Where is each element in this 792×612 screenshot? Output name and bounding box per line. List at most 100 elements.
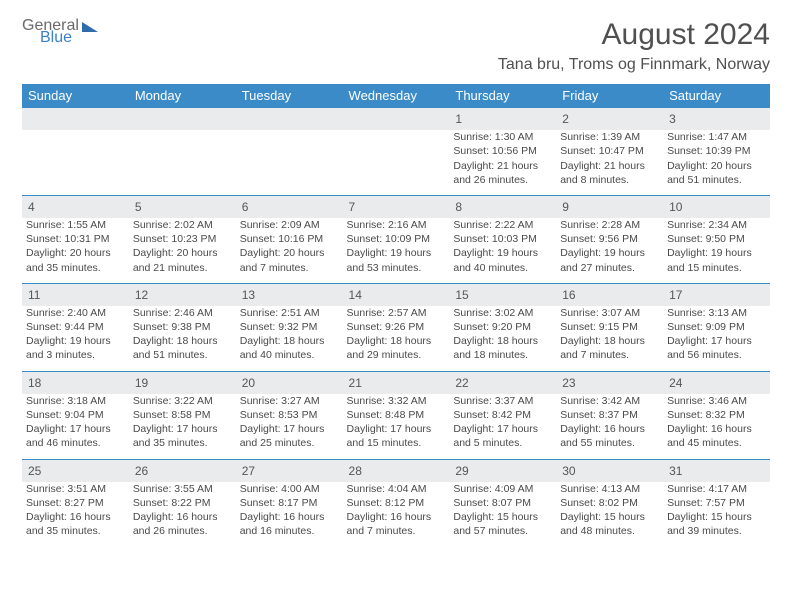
- day-cell: Sunrise: 3:02 AMSunset: 9:20 PMDaylight:…: [449, 306, 556, 371]
- day-cell: Sunrise: 2:16 AMSunset: 10:09 PMDaylight…: [343, 218, 450, 283]
- day-number: 12: [129, 283, 236, 306]
- day-number: 5: [129, 195, 236, 218]
- column-header: Wednesday: [343, 84, 450, 108]
- day-number: 4: [22, 195, 129, 218]
- day-detail-line: Sunset: 8:12 PM: [347, 496, 446, 510]
- day-detail-row: Sunrise: 1:30 AMSunset: 10:56 PMDaylight…: [22, 130, 770, 195]
- day-detail-line: Daylight: 16 hours: [240, 510, 339, 524]
- day-detail-line: and 35 minutes.: [133, 436, 232, 450]
- day-detail-line: and 46 minutes.: [26, 436, 125, 450]
- day-number-row: 18192021222324: [22, 371, 770, 394]
- day-detail-row: Sunrise: 3:51 AMSunset: 8:27 PMDaylight:…: [22, 482, 770, 547]
- day-detail-line: Sunset: 8:53 PM: [240, 408, 339, 422]
- day-detail-line: Daylight: 17 hours: [26, 422, 125, 436]
- day-detail-line: Sunrise: 3:22 AM: [133, 394, 232, 408]
- day-cell: Sunrise: 4:13 AMSunset: 8:02 PMDaylight:…: [556, 482, 663, 547]
- day-number: 23: [556, 371, 663, 394]
- day-cell: Sunrise: 4:00 AMSunset: 8:17 PMDaylight:…: [236, 482, 343, 547]
- day-cell: [236, 130, 343, 195]
- title-block: August 2024 Tana bru, Troms og Finnmark,…: [498, 18, 770, 74]
- day-detail-line: Daylight: 19 hours: [560, 246, 659, 260]
- day-detail-line: Daylight: 19 hours: [453, 246, 552, 260]
- day-number: 8: [449, 195, 556, 218]
- day-cell: Sunrise: 2:02 AMSunset: 10:23 PMDaylight…: [129, 218, 236, 283]
- day-detail-line: Sunrise: 2:02 AM: [133, 218, 232, 232]
- day-detail-line: Daylight: 19 hours: [667, 246, 766, 260]
- day-detail-line: Sunrise: 3:46 AM: [667, 394, 766, 408]
- day-detail-line: Sunrise: 1:30 AM: [453, 130, 552, 144]
- day-number-row: 45678910: [22, 195, 770, 218]
- day-detail-line: Sunrise: 4:04 AM: [347, 482, 446, 496]
- day-number: 6: [236, 195, 343, 218]
- day-detail-line: Sunset: 10:09 PM: [347, 232, 446, 246]
- column-header: Friday: [556, 84, 663, 108]
- day-detail-line: and 51 minutes.: [133, 348, 232, 362]
- day-number: 25: [22, 459, 129, 482]
- day-number: 20: [236, 371, 343, 394]
- day-cell: Sunrise: 3:13 AMSunset: 9:09 PMDaylight:…: [663, 306, 770, 371]
- day-cell: Sunrise: 4:04 AMSunset: 8:12 PMDaylight:…: [343, 482, 450, 547]
- day-cell: Sunrise: 3:18 AMSunset: 9:04 PMDaylight:…: [22, 394, 129, 459]
- day-cell: Sunrise: 1:30 AMSunset: 10:56 PMDaylight…: [449, 130, 556, 195]
- day-detail-line: Sunset: 10:47 PM: [560, 144, 659, 158]
- day-number: 15: [449, 283, 556, 306]
- day-detail-row: Sunrise: 3:18 AMSunset: 9:04 PMDaylight:…: [22, 394, 770, 459]
- day-detail-line: Sunset: 9:15 PM: [560, 320, 659, 334]
- day-detail-line: Sunrise: 3:18 AM: [26, 394, 125, 408]
- day-detail-line: and 15 minutes.: [667, 261, 766, 275]
- day-detail-line: Daylight: 18 hours: [347, 334, 446, 348]
- day-number: 18: [22, 371, 129, 394]
- header: General Blue August 2024 Tana bru, Troms…: [22, 18, 770, 74]
- day-detail-line: Sunrise: 3:32 AM: [347, 394, 446, 408]
- day-detail-line: and 7 minutes.: [560, 348, 659, 362]
- day-detail-line: Daylight: 18 hours: [560, 334, 659, 348]
- page-subtitle: Tana bru, Troms og Finnmark, Norway: [498, 56, 770, 74]
- day-detail-line: Sunrise: 4:09 AM: [453, 482, 552, 496]
- day-number: 3: [663, 108, 770, 131]
- day-detail-line: Sunset: 8:32 PM: [667, 408, 766, 422]
- day-detail-line: and 57 minutes.: [453, 524, 552, 538]
- day-detail-line: Daylight: 20 hours: [240, 246, 339, 260]
- day-detail-line: Daylight: 15 hours: [560, 510, 659, 524]
- day-detail-line: Sunrise: 3:42 AM: [560, 394, 659, 408]
- logo: General Blue: [22, 18, 98, 46]
- day-detail-line: Sunrise: 2:57 AM: [347, 306, 446, 320]
- day-detail-line: Daylight: 17 hours: [240, 422, 339, 436]
- day-detail-line: Sunset: 10:31 PM: [26, 232, 125, 246]
- day-detail-line: Sunrise: 2:46 AM: [133, 306, 232, 320]
- day-detail-row: Sunrise: 2:40 AMSunset: 9:44 PMDaylight:…: [22, 306, 770, 371]
- day-number: [343, 108, 450, 131]
- day-detail-line: Daylight: 15 hours: [453, 510, 552, 524]
- day-detail-line: Daylight: 18 hours: [133, 334, 232, 348]
- day-detail-line: Daylight: 18 hours: [240, 334, 339, 348]
- day-detail-line: and 7 minutes.: [347, 524, 446, 538]
- day-cell: Sunrise: 1:39 AMSunset: 10:47 PMDaylight…: [556, 130, 663, 195]
- day-detail-line: and 39 minutes.: [667, 524, 766, 538]
- day-detail-line: and 29 minutes.: [347, 348, 446, 362]
- day-detail-line: Sunset: 9:32 PM: [240, 320, 339, 334]
- day-detail-line: Sunrise: 3:13 AM: [667, 306, 766, 320]
- day-detail-line: Sunset: 9:26 PM: [347, 320, 446, 334]
- column-header: Tuesday: [236, 84, 343, 108]
- day-cell: Sunrise: 3:37 AMSunset: 8:42 PMDaylight:…: [449, 394, 556, 459]
- day-detail-line: Sunset: 8:22 PM: [133, 496, 232, 510]
- day-number: 13: [236, 283, 343, 306]
- day-cell: Sunrise: 2:57 AMSunset: 9:26 PMDaylight:…: [343, 306, 450, 371]
- day-detail-line: Sunset: 10:16 PM: [240, 232, 339, 246]
- day-detail-line: and 21 minutes.: [133, 261, 232, 275]
- day-detail-line: Sunrise: 2:51 AM: [240, 306, 339, 320]
- day-number-row: 123: [22, 108, 770, 131]
- day-number-row: 11121314151617: [22, 283, 770, 306]
- column-header: Sunday: [22, 84, 129, 108]
- day-detail-line: Sunrise: 4:17 AM: [667, 482, 766, 496]
- day-detail-line: Sunrise: 3:51 AM: [26, 482, 125, 496]
- day-detail-line: and 3 minutes.: [26, 348, 125, 362]
- day-detail-line: Sunset: 9:04 PM: [26, 408, 125, 422]
- day-cell: Sunrise: 3:42 AMSunset: 8:37 PMDaylight:…: [556, 394, 663, 459]
- day-cell: Sunrise: 2:46 AMSunset: 9:38 PMDaylight:…: [129, 306, 236, 371]
- day-detail-line: Daylight: 19 hours: [347, 246, 446, 260]
- day-detail-line: Daylight: 16 hours: [26, 510, 125, 524]
- day-detail-line: and 45 minutes.: [667, 436, 766, 450]
- day-detail-line: Sunset: 10:03 PM: [453, 232, 552, 246]
- calendar-table: SundayMondayTuesdayWednesdayThursdayFrid…: [22, 84, 770, 546]
